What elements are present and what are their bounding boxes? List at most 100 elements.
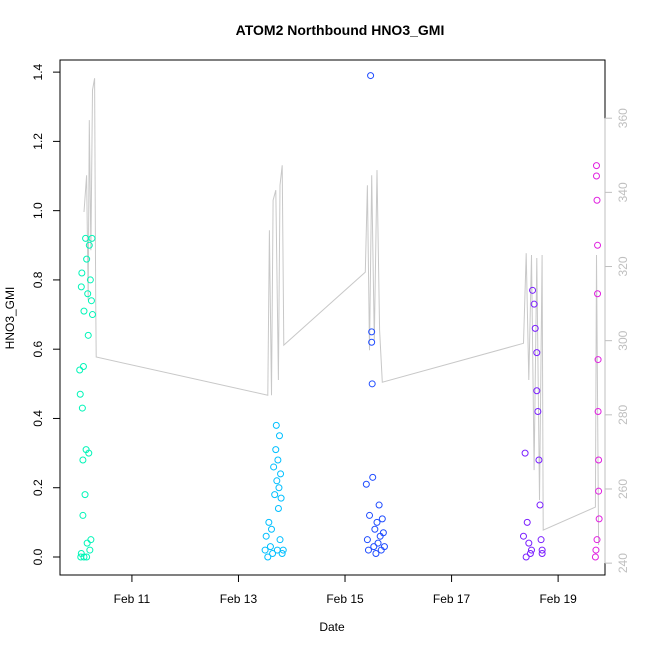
point xyxy=(271,491,279,499)
point xyxy=(86,546,94,554)
point xyxy=(594,356,602,364)
point xyxy=(88,311,96,319)
point xyxy=(538,546,546,554)
y-tick-label: 0.8 xyxy=(31,271,45,288)
point xyxy=(76,390,84,398)
point xyxy=(85,241,93,249)
point xyxy=(372,550,380,558)
point xyxy=(370,543,378,551)
point xyxy=(261,546,269,554)
y-tick-label: 0.2 xyxy=(31,479,45,496)
point xyxy=(275,484,283,492)
y-tick-label: 0.6 xyxy=(31,341,45,358)
point xyxy=(523,518,531,526)
y-tick-label: 1.0 xyxy=(31,202,45,219)
x-axis-title: Date xyxy=(319,620,345,634)
point xyxy=(364,546,372,554)
point xyxy=(273,477,281,485)
y-tick-label: 0.0 xyxy=(31,548,45,565)
point xyxy=(78,269,86,277)
point xyxy=(525,539,533,547)
point xyxy=(366,511,374,519)
point xyxy=(595,487,603,495)
point xyxy=(373,518,381,526)
point xyxy=(87,536,95,544)
point xyxy=(79,363,87,371)
point xyxy=(371,525,379,533)
point xyxy=(368,338,376,346)
y2-tick-label: 340 xyxy=(616,182,630,202)
point xyxy=(591,553,599,561)
point xyxy=(530,300,538,308)
point xyxy=(77,283,85,291)
y-axis-title: HNO3_GMI xyxy=(3,287,17,350)
point xyxy=(538,550,546,558)
point xyxy=(522,553,530,561)
y2-tick-label: 240 xyxy=(616,553,630,573)
chart-title: ATOM2 Northbound HNO3_GMI xyxy=(236,22,445,38)
point xyxy=(83,553,91,561)
x-tick-label: Feb 11 xyxy=(114,592,151,606)
point xyxy=(531,324,539,332)
point xyxy=(265,518,273,526)
point xyxy=(83,255,91,263)
point xyxy=(76,366,84,374)
point xyxy=(521,449,529,457)
point xyxy=(87,297,95,305)
point xyxy=(78,404,86,412)
point xyxy=(363,536,371,544)
point xyxy=(272,446,280,454)
point xyxy=(269,550,277,558)
point xyxy=(533,387,541,395)
point xyxy=(268,525,276,533)
point xyxy=(592,546,600,554)
point xyxy=(592,162,600,170)
point xyxy=(374,539,382,547)
x-tick-label: Feb 19 xyxy=(539,592,577,606)
point xyxy=(375,501,383,509)
x-tick-label: Feb 13 xyxy=(220,592,258,606)
point xyxy=(274,456,282,464)
point xyxy=(81,491,89,499)
y2-tick-label: 320 xyxy=(616,256,630,276)
point xyxy=(527,546,535,554)
point xyxy=(274,505,282,513)
point xyxy=(593,196,601,204)
point xyxy=(79,511,87,519)
point xyxy=(535,456,543,464)
y2-tick-label: 280 xyxy=(616,404,630,424)
point xyxy=(594,408,602,416)
y2-tick-label: 360 xyxy=(616,108,630,128)
point xyxy=(79,456,87,464)
point xyxy=(369,473,377,481)
point xyxy=(80,307,88,315)
point xyxy=(367,72,375,80)
point xyxy=(80,553,88,561)
y-tick-label: 1.4 xyxy=(31,63,45,80)
point xyxy=(380,543,388,551)
point xyxy=(88,234,96,242)
point xyxy=(529,286,537,294)
point xyxy=(526,550,534,558)
point xyxy=(278,550,286,558)
x-tick-label: Feb 15 xyxy=(326,592,364,606)
point xyxy=(592,172,600,180)
x-tick-label: Feb 17 xyxy=(433,592,471,606)
line-series xyxy=(83,78,600,546)
y2-tick-label: 300 xyxy=(616,330,630,350)
point xyxy=(534,408,542,416)
point xyxy=(272,421,280,429)
point xyxy=(379,529,387,537)
point xyxy=(595,456,603,464)
point xyxy=(593,536,601,544)
point xyxy=(85,449,93,457)
point xyxy=(533,349,541,357)
point xyxy=(266,543,274,551)
point xyxy=(594,241,602,249)
point xyxy=(262,532,270,540)
y2-tick-label: 260 xyxy=(616,479,630,499)
point xyxy=(368,380,376,388)
point xyxy=(275,432,283,440)
y-tick-label: 0.4 xyxy=(31,410,45,427)
